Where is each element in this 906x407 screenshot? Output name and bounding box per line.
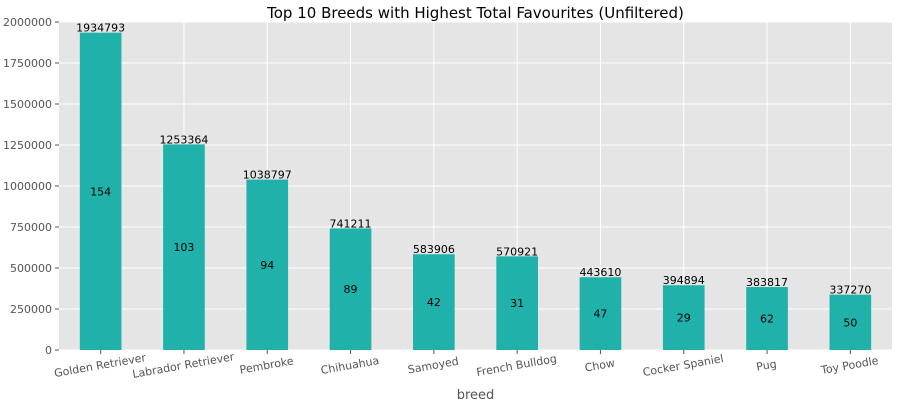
bar-value-label: 394894 (663, 274, 705, 287)
bar-count-label: 62 (760, 313, 774, 326)
y-tick-label: 1750000 (3, 57, 52, 70)
bar-count-label: 154 (90, 185, 111, 198)
x-tick-label: Toy Poodle (819, 354, 880, 377)
bar-count-label: 47 (593, 308, 607, 321)
y-tick-label: 500000 (10, 262, 52, 275)
bar-value-label: 443610 (579, 266, 621, 279)
bar (579, 277, 622, 350)
bar-value-label: 583906 (413, 243, 455, 256)
y-tick-label: 0 (45, 344, 52, 357)
bar (246, 179, 289, 350)
bar (329, 228, 372, 350)
bar (662, 285, 705, 350)
bar (496, 256, 538, 350)
bar (79, 32, 122, 351)
x-axis-label: breed (457, 388, 495, 403)
y-tick-label: 1500000 (3, 98, 52, 111)
bar-value-label: 570921 (496, 245, 538, 258)
bar-count-label: 94 (260, 259, 274, 272)
x-tick-label: French Bulldog (475, 352, 557, 379)
y-tick-label: 1000000 (3, 180, 52, 193)
x-tick-label: Labrador Retriever (131, 350, 235, 381)
y-axis-ticks: 0 250000 500000 750000 1000000 1250000 1500000… (3, 16, 59, 357)
x-tick-label: Samoyed (407, 355, 460, 377)
bar-value-label: 1038797 (243, 169, 292, 182)
bar (413, 254, 455, 350)
bar-count-label: 31 (510, 297, 524, 310)
y-tick-label: 250000 (10, 303, 52, 316)
bar-count-label: 103 (173, 241, 194, 254)
bar-value-label: 1253364 (159, 133, 208, 146)
bar-value-label: 1934793 (76, 22, 125, 35)
bars: 1934793 154 1253364 103 1038797 94 741211 89 583… (76, 22, 872, 351)
bar-value-label: 337270 (829, 284, 871, 297)
y-tick-label: 750000 (10, 221, 52, 234)
y-tick-label: 1250000 (3, 139, 52, 152)
chart-title: Top 10 Breeds with Highest Total Favouri… (266, 4, 684, 22)
x-tick-label: Pembroke (239, 354, 295, 376)
y-tick-label: 2000000 (3, 16, 52, 29)
bar (829, 294, 872, 350)
x-tick-label: Pug (755, 357, 777, 373)
bar-value-label: 383817 (746, 276, 788, 289)
x-tick-label: Chow (584, 357, 616, 375)
x-tick-label: Cocker Spaniel (642, 352, 725, 379)
bar-value-label: 741211 (330, 217, 372, 230)
bar-count-label: 89 (344, 283, 358, 296)
x-tick-label: Chihuahua (320, 354, 380, 377)
bar-count-label: 42 (427, 296, 441, 309)
bar (163, 144, 205, 350)
bar-count-label: 50 (843, 316, 857, 329)
bar (746, 287, 788, 350)
bar-count-label: 29 (677, 312, 691, 325)
